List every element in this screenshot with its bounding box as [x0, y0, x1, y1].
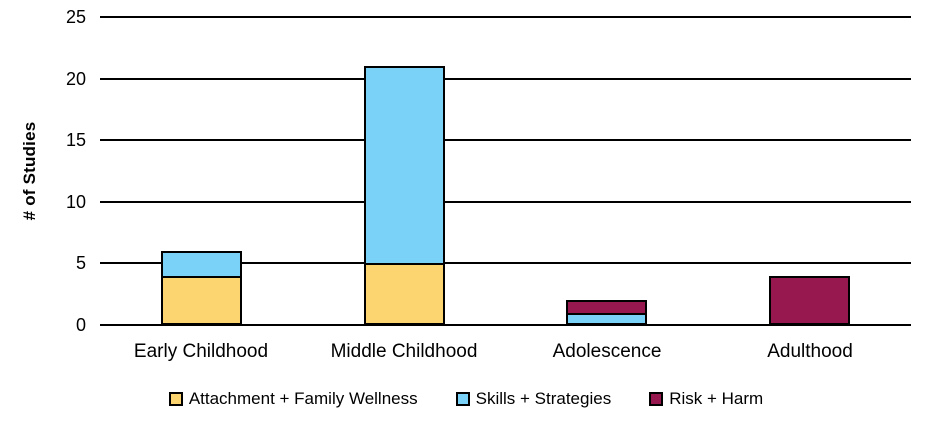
y-tick-label: 0	[75, 315, 86, 335]
x-category-label: Middle Childhood	[330, 341, 478, 362]
legend-item: Attachment + Family Wellness	[168, 389, 418, 409]
bar-segment	[566, 300, 647, 315]
y-tick-label: 20	[65, 69, 86, 89]
plot-area	[100, 16, 911, 326]
legend-item: Risk + Harm	[649, 389, 763, 409]
gridline	[100, 201, 911, 203]
legend-swatch	[168, 392, 183, 406]
bar-segment	[161, 275, 242, 325]
gridline	[100, 78, 911, 80]
legend-label: Skills + Strategies	[475, 389, 612, 408]
y-tick-label: 10	[65, 192, 86, 212]
gridline	[100, 262, 911, 264]
bar-segment	[364, 66, 445, 266]
y-tick-label: 5	[75, 253, 86, 273]
x-category-label: Early Childhood	[133, 341, 269, 362]
x-category-label: Adolescence	[552, 341, 662, 362]
legend-swatch	[649, 392, 664, 406]
y-tick-label: 15	[65, 130, 86, 150]
gridline	[100, 324, 911, 326]
gridline	[100, 139, 911, 141]
legend-swatch	[455, 392, 470, 406]
legend-label: Risk + Harm	[669, 389, 764, 408]
bar-segment	[161, 251, 242, 278]
legend-label: Attachment + Family Wellness	[188, 389, 418, 408]
legend-item: Skills + Strategies	[455, 389, 612, 409]
gridline	[100, 16, 911, 18]
legend: Attachment + Family Wellness Skills + Str…	[0, 389, 932, 409]
x-category-label: Adulthood	[767, 341, 853, 362]
y-tick-label: 25	[65, 7, 86, 27]
bar-segment	[364, 263, 445, 325]
bar-segment	[769, 275, 850, 325]
